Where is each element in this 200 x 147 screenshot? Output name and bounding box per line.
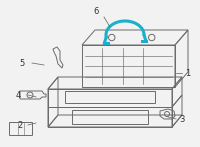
Text: 1: 1 bbox=[185, 69, 191, 77]
Text: 4: 4 bbox=[15, 91, 21, 100]
Text: 5: 5 bbox=[19, 59, 25, 67]
Text: 3: 3 bbox=[179, 115, 185, 123]
Text: 6: 6 bbox=[93, 6, 99, 15]
Text: 2: 2 bbox=[17, 121, 23, 130]
